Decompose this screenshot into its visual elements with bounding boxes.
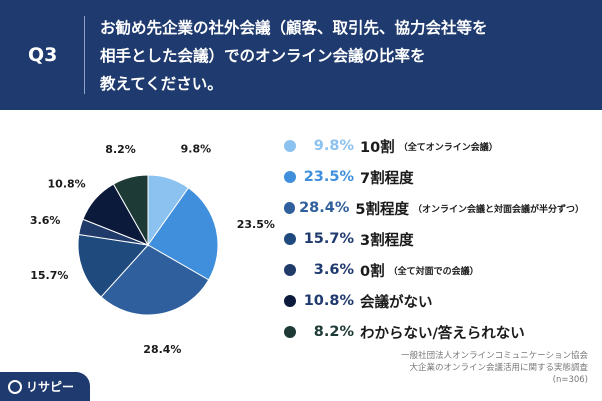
- question-number: Q3: [28, 44, 58, 66]
- legend-label: 10割: [360, 139, 395, 156]
- pie-chart: 9.8% 23.5% 28.4% 15.7% 3.6% 10.8% 8.2%: [30, 142, 275, 356]
- legend-percent: 28.4%: [299, 200, 350, 216]
- legend-sublabel: （オンライン会議と対面会議が半分ずつ）: [412, 204, 584, 215]
- pie-slice-label: 8.2%: [105, 143, 136, 156]
- source-line: 一般社団法人オンラインコミュニケーション協会: [401, 351, 588, 361]
- pie-slice-label: 23.5%: [237, 218, 275, 231]
- legend-percent: 15.7%: [303, 231, 354, 247]
- pie-slice: [147, 187, 219, 281]
- legend-sublabel: （全てオンライン会議）: [398, 142, 498, 153]
- legend-sublabel: （全て対面での会議）: [388, 266, 479, 277]
- legend-swatch: [284, 295, 296, 307]
- legend-percent: 10.8%: [303, 293, 354, 309]
- legend-swatch: [284, 233, 296, 245]
- legend-swatch: [284, 140, 296, 152]
- legend-swatch: [284, 264, 296, 276]
- legend-label: 5割程度: [355, 201, 409, 218]
- pie-slice: [100, 244, 210, 316]
- pie-slice-label: 10.8%: [48, 178, 86, 191]
- legend-percent: 8.2%: [313, 324, 354, 340]
- legend-percent: 23.5%: [303, 169, 354, 185]
- legend-item: 28.4% 5割程度 （オンライン会議と対面会議が半分ずつ）: [284, 197, 584, 219]
- logo-text: リサピー: [26, 380, 75, 394]
- legend-item: 10.8% 会議がない: [284, 290, 584, 312]
- pie-slice-label: 28.4%: [143, 343, 181, 356]
- brand-logo: リサピー: [8, 378, 74, 395]
- legend-label: 7割程度: [360, 170, 414, 187]
- legend-item: 8.2% わからない/答えられない: [284, 321, 584, 343]
- question-line: 教えてください。: [100, 75, 223, 93]
- legend-swatch: [284, 202, 296, 214]
- pie-slice-label: 15.7%: [30, 269, 68, 282]
- legend-percent: 3.6%: [313, 262, 354, 278]
- legend-item: 23.5% 7割程度: [284, 166, 584, 188]
- source-note: 一般社団法人オンラインコミュニケーション協会 大企業のオンライン会議活用に関する…: [401, 350, 588, 386]
- pie-slice: [112, 174, 149, 247]
- logo-circle-icon: [8, 379, 22, 394]
- legend-item: 15.7% 3割程度: [284, 228, 584, 250]
- pie-slice-label: 3.6%: [30, 214, 61, 227]
- legend-label: わからない/答えられない: [360, 325, 525, 342]
- header-divider: [84, 16, 85, 94]
- legend-swatch: [284, 171, 296, 183]
- question-line: お勧め先企業の社外会議（顧客、取引先、協力会社等を: [100, 19, 488, 37]
- legend-item: 9.8% 10割 （全てオンライン会議）: [284, 135, 584, 157]
- legend-label: 会議がない: [360, 294, 433, 311]
- legend-label: 3割程度: [360, 232, 414, 249]
- source-line: 大企業のオンライン会議活用に関する実態調査: [409, 363, 588, 373]
- question-header: Q3 お勧め先企業の社外会議（顧客、取引先、協力会社等を 相手とした会議）でのオ…: [0, 0, 602, 110]
- source-line: (n=306): [552, 375, 588, 385]
- legend-swatch: [284, 326, 296, 338]
- question-line: 相手とした会議）でのオンライン会議の比率を: [100, 47, 426, 65]
- legend-percent: 9.8%: [313, 138, 354, 154]
- legend-label: 0割: [360, 263, 385, 280]
- pie-slice: [77, 233, 149, 298]
- pie-slice-label: 9.8%: [181, 142, 212, 155]
- question-text: お勧め先企業の社外会議（顧客、取引先、協力会社等を 相手とした会議）でのオンライ…: [100, 14, 590, 98]
- legend-item: 3.6% 0割 （全て対面での会議）: [284, 259, 584, 281]
